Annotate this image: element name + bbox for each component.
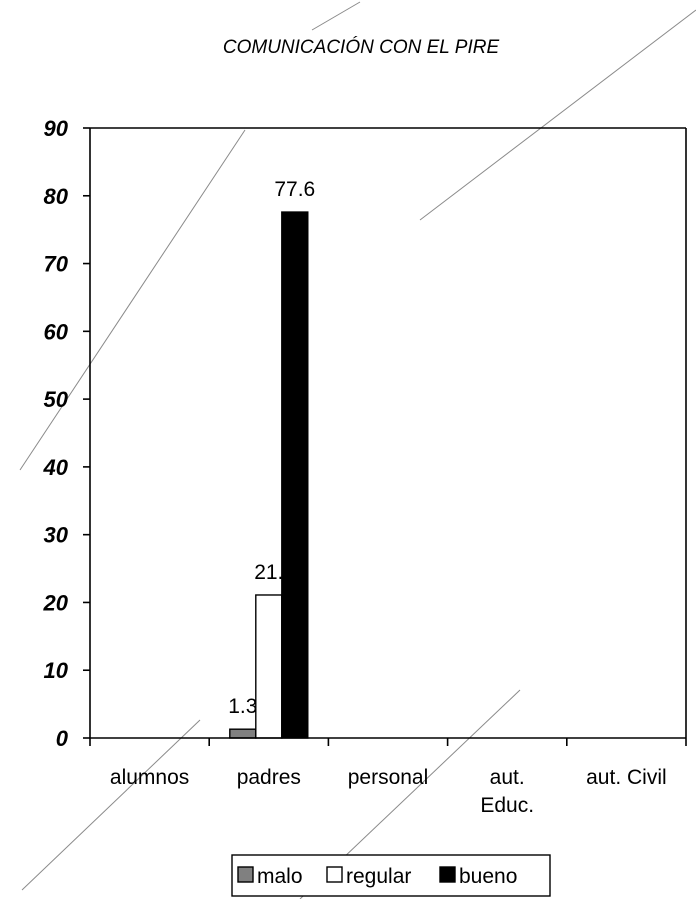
background-diagonal-line [311, 1, 361, 31]
legend-label-bueno: bueno [459, 865, 517, 888]
legend-swatch-regular [326, 866, 343, 883]
data-labels: 1.3 21. 77.6 [228, 178, 315, 718]
bar-regular-padres [255, 594, 283, 739]
background-diagonal-line [21, 719, 201, 891]
y-tick-label: 20 [43, 590, 69, 615]
y-tick-label: 80 [44, 184, 69, 209]
x-tick-label: padres [237, 766, 301, 789]
background-diagonal-lines [19, 1, 696, 899]
y-tick-label: 90 [44, 116, 69, 141]
y-tick-label: 40 [43, 455, 69, 480]
legend: malo regular bueno [231, 854, 551, 897]
legend-label-malo: malo [257, 865, 303, 888]
x-tick-label: aut. Civil [586, 766, 667, 789]
bars [229, 211, 309, 739]
x-axis-ticks: alumnos padres personal aut. Educ. aut. Civil [89, 738, 687, 817]
data-label: 77.6 [274, 178, 315, 201]
legend-label-regular: regular [346, 865, 411, 888]
y-tick-label: 0 [56, 726, 69, 751]
y-tick-label: 60 [44, 319, 69, 344]
y-tick-label: 30 [44, 523, 69, 548]
data-label: 1.3 [228, 695, 257, 718]
legend-swatch-malo [237, 866, 254, 883]
legend-box [231, 854, 551, 897]
y-tick-label: 10 [44, 658, 69, 683]
data-label: 21. [254, 561, 283, 584]
x-tick-label: aut. Educ. [480, 766, 534, 817]
bar-malo-padres [229, 728, 257, 739]
y-axis-ticks: 0 10 20 30 40 50 60 70 80 90 [43, 116, 90, 751]
background-diagonal-line [19, 129, 246, 471]
y-tick-label: 50 [44, 387, 69, 412]
x-tick-label: alumnos [110, 766, 189, 789]
legend-swatch-bueno [439, 866, 456, 883]
bar-bueno-padres [281, 211, 309, 739]
chart-title: COMUNICACIÓN CON EL PIRE [223, 36, 500, 58]
background-diagonal-line [419, 9, 696, 221]
x-tick-label: personal [348, 766, 429, 789]
y-tick-label: 70 [44, 252, 69, 277]
